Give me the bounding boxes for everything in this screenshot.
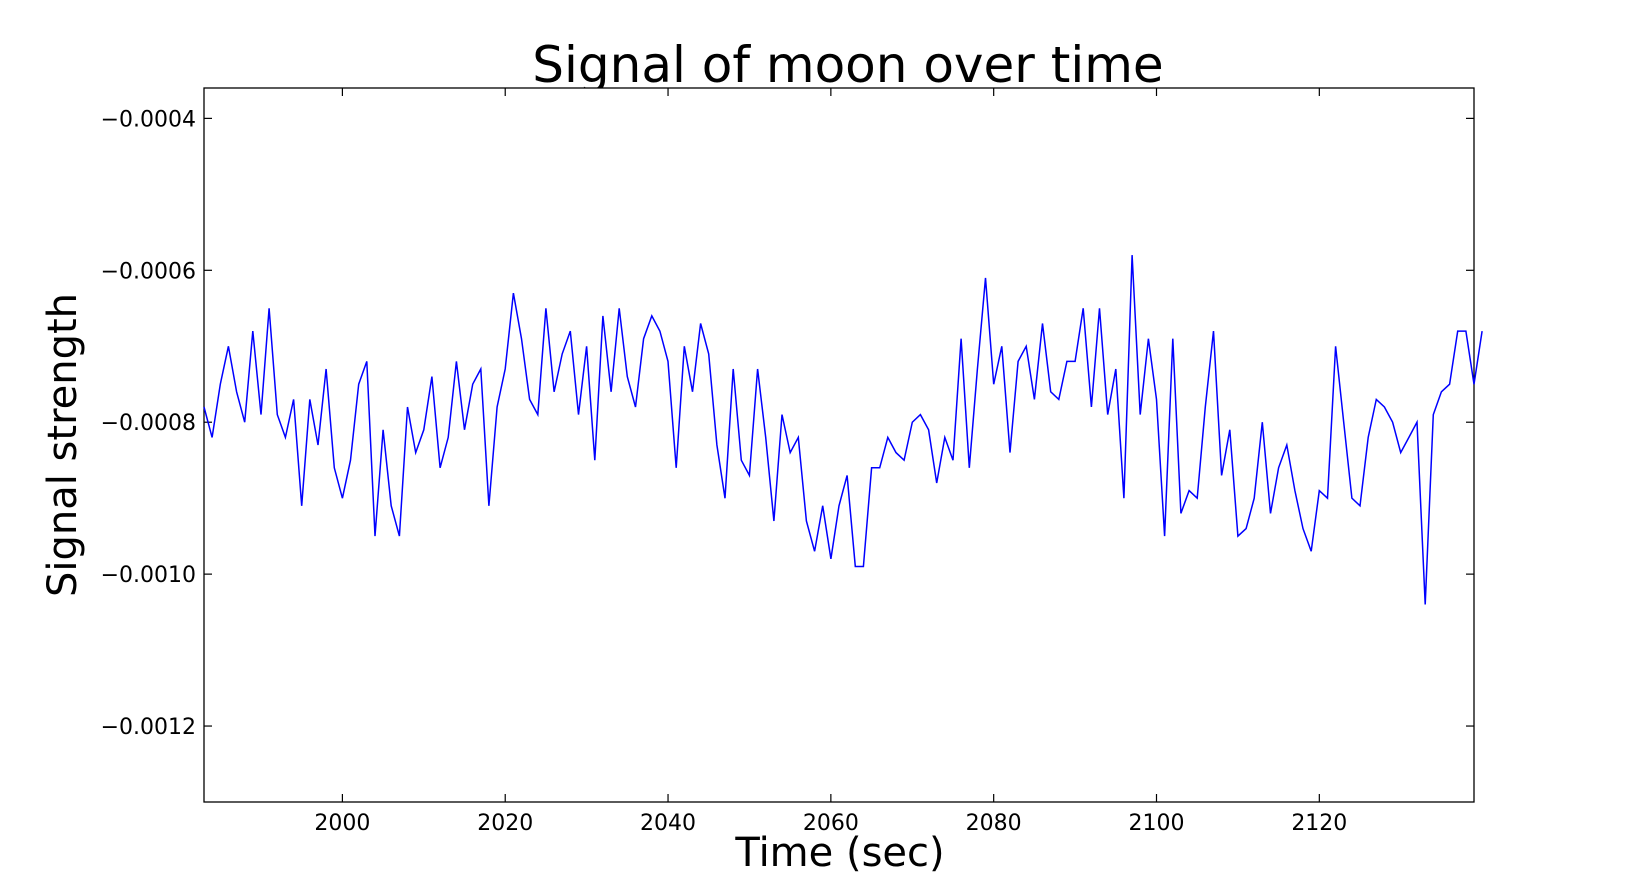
x-tick-label: 2020	[477, 811, 533, 836]
x-tick-label: 2000	[314, 811, 370, 836]
plot-area: 2000 2020 2040 2060 2080 2100 2120 −0.0004−0.0…	[101, 87, 1483, 836]
y-tick-label: −0.0006	[101, 259, 196, 284]
y-tick-label: −0.0004	[101, 107, 196, 132]
x-tick-label: 2060	[803, 811, 859, 836]
x-tick-label: 2120	[1291, 811, 1347, 836]
y-axis-label: Signal strength	[40, 293, 86, 597]
x-tick-label: 2080	[966, 811, 1022, 836]
x-tick-label: 2100	[1129, 811, 1185, 836]
chart-title: Signal of moon over time	[532, 36, 1163, 94]
y-tick-label: −0.0010	[101, 563, 196, 588]
x-tick-label: 2040	[640, 811, 696, 836]
y-tick-label: −0.0012	[101, 715, 196, 740]
y-axis: −0.0004 −0.0006 −0.0008 −0.0010 −0.0012	[101, 107, 1474, 740]
series-line	[203, 255, 1483, 605]
y-tick-label: −0.0008	[101, 411, 196, 436]
x-axis: 2000 2020 2040 2060 2080 2100 2120	[314, 88, 1347, 836]
x-axis-label: Time (sec)	[734, 830, 944, 876]
plot-frame	[203, 87, 1475, 803]
